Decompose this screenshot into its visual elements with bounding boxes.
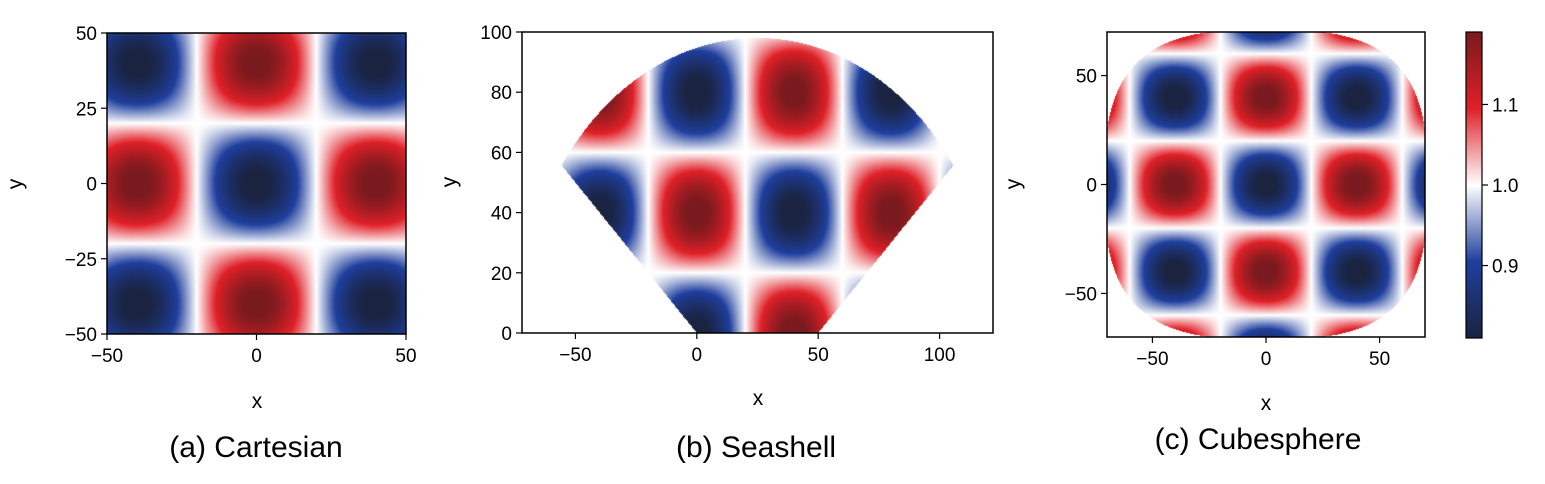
- y-axis-label-cartesian: y: [4, 178, 27, 189]
- colorbar-tick-label: 0.9: [1492, 257, 1518, 278]
- heatmap-cubesphere: [1107, 32, 1425, 337]
- y-tick-label-seashell: 0: [501, 324, 512, 345]
- y-tick-label-seashell: 80: [491, 83, 512, 104]
- caption-cartesian: (a) Cartesian: [169, 431, 342, 464]
- y-tick-label-cartesian: 0: [86, 175, 97, 196]
- colorbar: 1.1 1.0 0.9: [1465, 31, 1518, 339]
- colorbar-gradient: [1466, 32, 1482, 338]
- y-tick-label-cartesian: −25: [65, 250, 97, 271]
- x-tick-label-cubesphere: 0: [1261, 349, 1272, 370]
- caption-seashell: (b) Seashell: [676, 431, 836, 464]
- y-tick-label-seashell: 20: [491, 264, 512, 285]
- x-tick-label-cartesian: 50: [395, 346, 416, 367]
- y-axis-label-seashell: y: [438, 176, 461, 187]
- x-tick-label-seashell: 0: [692, 345, 703, 366]
- y-tick-label-cartesian: −50: [65, 325, 97, 346]
- x-axis-label-cubesphere: x: [1261, 392, 1272, 415]
- panel-cartesian: −50 0 50 50 25 0 −25 −50 x y (a) Cartesian: [4, 24, 417, 464]
- x-tick-label-cubesphere: −50: [1136, 349, 1168, 370]
- heatmap-seashell: [522, 32, 993, 333]
- y-tick-label-cartesian: 25: [76, 99, 97, 120]
- colorbar-tick-label: 1.1: [1492, 95, 1518, 116]
- y-tick-label-cartesian: 50: [76, 24, 97, 45]
- caption-cubesphere: (c) Cubesphere: [1155, 423, 1362, 456]
- y-tick-label-seashell: 100: [480, 23, 512, 44]
- y-tick-label-seashell: 60: [491, 143, 512, 164]
- x-tick-label-cartesian: 0: [251, 346, 262, 367]
- y-tick-label-cubesphere: 0: [1086, 176, 1097, 197]
- x-tick-label-seashell: 50: [808, 345, 829, 366]
- x-tick-label-cartesian: −50: [91, 346, 123, 367]
- heatmap-cartesian: [107, 33, 406, 334]
- x-tick-label-cubesphere: 50: [1369, 349, 1390, 370]
- x-axis-label-seashell: x: [753, 387, 764, 410]
- y-tick-label-cubesphere: 50: [1076, 67, 1097, 88]
- colorbar-tick-label: 1.0: [1492, 176, 1518, 197]
- y-axis-label-cubesphere: y: [1002, 178, 1025, 189]
- axes-frame-seashell: [521, 31, 994, 334]
- y-tick-label-cubesphere: −50: [1065, 284, 1097, 305]
- panel-cubesphere: −50 0 50 50 0 −50 x y (c) Cubesphere: [1002, 31, 1426, 456]
- x-tick-label-seashell: 100: [924, 345, 956, 366]
- y-tick-label-seashell: 40: [491, 204, 512, 225]
- panel-seashell: −50 0 50 100 100 80 60 40 20 0 x y (b) Seashell: [438, 23, 994, 464]
- x-tick-label-seashell: −50: [559, 345, 591, 366]
- x-axis-label-cartesian: x: [252, 390, 263, 413]
